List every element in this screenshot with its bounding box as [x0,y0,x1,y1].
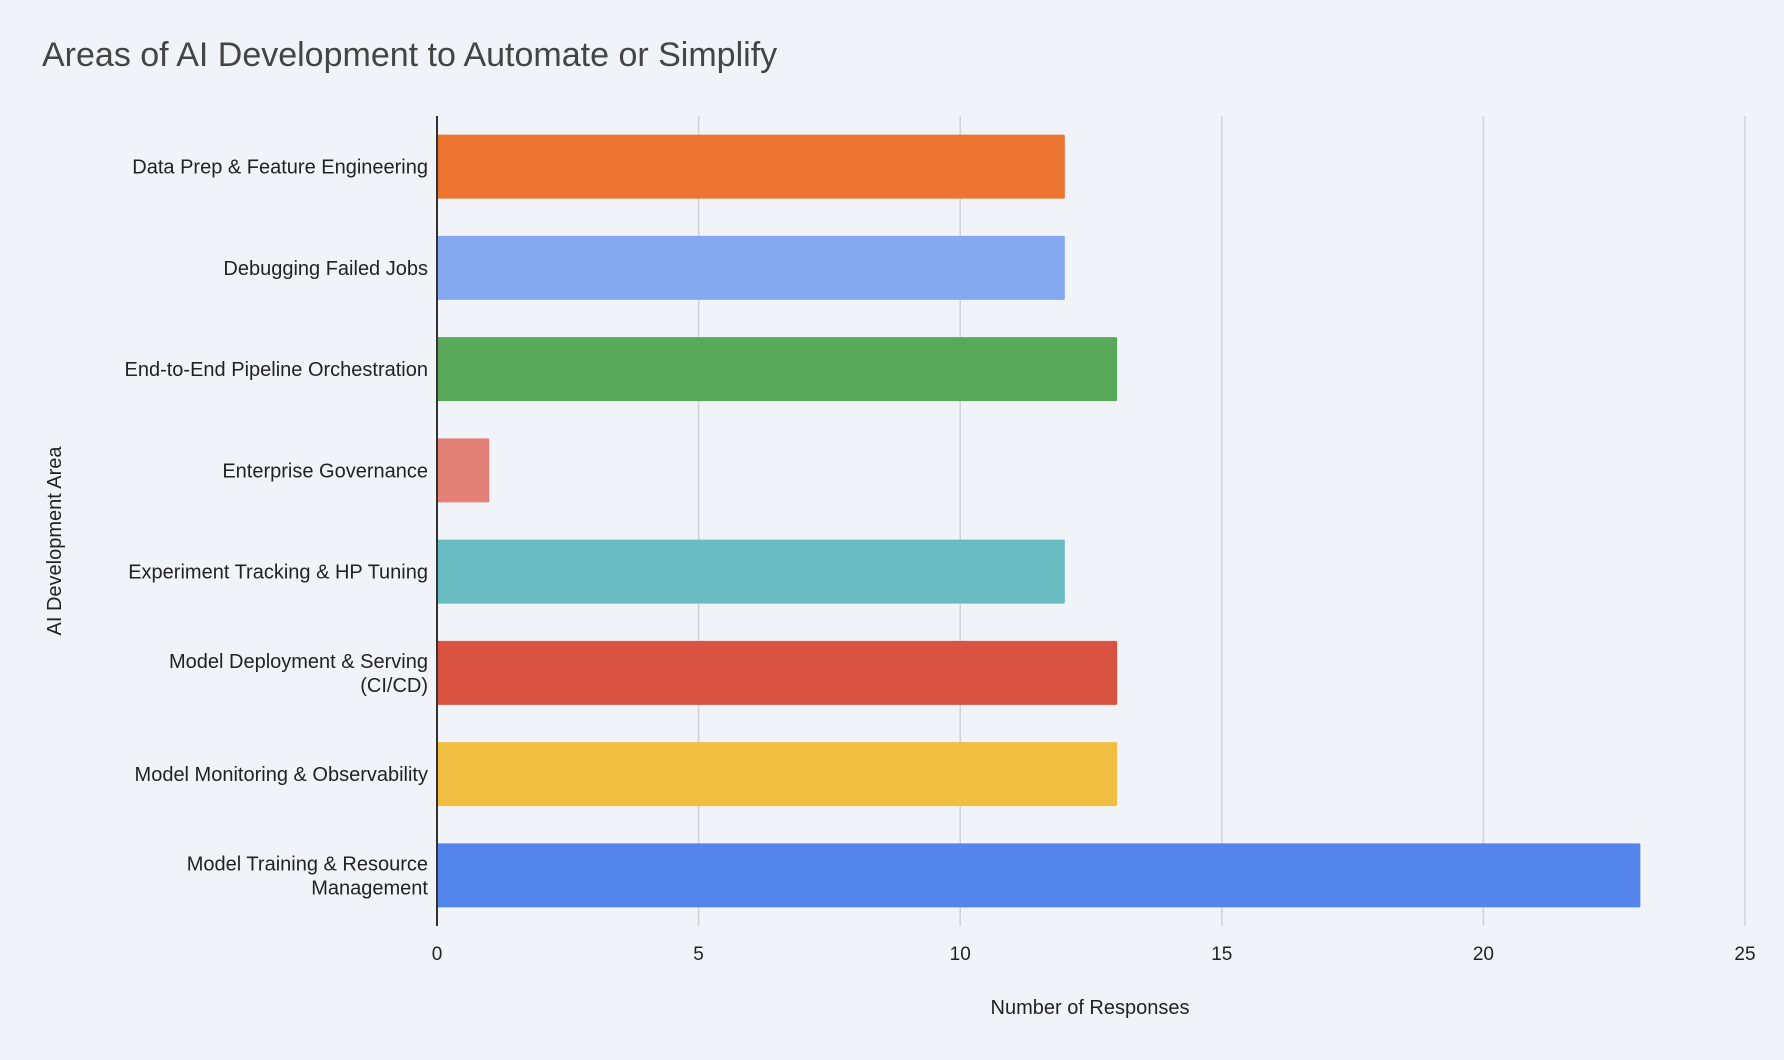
category-label: (CI/CD) [360,675,428,697]
bar [437,134,1065,199]
category-label: Management [311,877,428,899]
category-label: Debugging Failed Jobs [223,258,428,280]
x-tick-label: 0 [432,944,443,965]
category-label: Data Prep & Feature Engineering [132,157,428,179]
x-tick-label: 15 [1211,944,1232,965]
bars [437,134,1641,908]
bar [437,640,1118,705]
bar [437,742,1118,807]
bar [437,539,1065,604]
category-label: Model Deployment & Serving [169,651,428,673]
category-label: Model Training & Resource [187,853,428,875]
category-label: Enterprise Governance [222,460,428,482]
x-tick-label: 20 [1473,944,1494,965]
x-tick-label: 10 [950,944,971,965]
category-label: Experiment Tracking & HP Tuning [128,562,428,584]
category-labels: Data Prep & Feature Engineering Debugging… [125,157,429,900]
bar [437,843,1641,908]
x-axis-title: Number of Responses [991,997,1190,1019]
category-label: Model Monitoring & Observability [135,764,428,786]
x-tick-label: 5 [693,944,704,965]
x-tick-label: 25 [1734,944,1755,965]
y-axis-title: AI Development Area [44,446,66,636]
chart-title: Areas of AI Development to Automate or S… [42,36,778,74]
x-tick-labels: 0 5 10 15 20 25 [432,944,1756,965]
bar [437,337,1118,402]
category-label: End-to-End Pipeline Orchestration [125,359,429,381]
bar [437,235,1065,300]
bar [437,438,490,503]
